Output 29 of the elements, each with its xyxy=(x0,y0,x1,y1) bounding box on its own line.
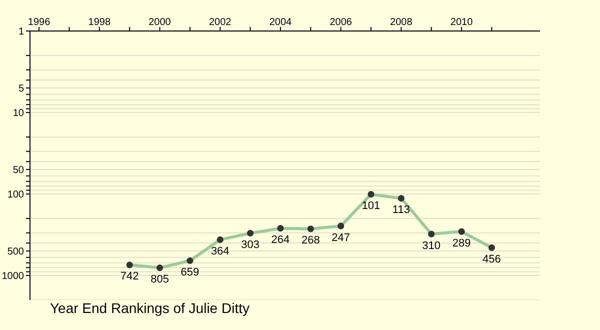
x-tick-label: 2000 xyxy=(148,17,172,28)
x-tick-label: 2004 xyxy=(269,17,292,28)
data-label: 456 xyxy=(482,253,501,266)
x-tick-label: 2006 xyxy=(330,17,352,28)
data-label: 303 xyxy=(241,239,260,252)
x-tick-label: 1998 xyxy=(88,17,111,28)
x-tick-label: 1996 xyxy=(28,17,51,28)
y-tick-label: 500 xyxy=(7,246,24,258)
data-label: 310 xyxy=(422,240,441,252)
data-label: 805 xyxy=(150,274,169,286)
data-label: 742 xyxy=(120,270,139,283)
y-tick-label: 1000 xyxy=(2,271,24,282)
data-label: 289 xyxy=(452,237,471,250)
y-tick-label: 100 xyxy=(7,190,24,201)
data-label: 101 xyxy=(362,200,380,212)
text: Year End Rankings of Julie Ditty xyxy=(50,300,250,316)
x-tick-label: 2002 xyxy=(208,17,232,28)
y-tick-label: 10 xyxy=(12,108,24,120)
data-label: 659 xyxy=(180,266,200,279)
data-label: 113 xyxy=(392,204,410,216)
y-tick-label: 50 xyxy=(12,165,24,176)
data-label: 264 xyxy=(271,234,290,246)
data-label: 268 xyxy=(301,234,320,247)
data-label: 364 xyxy=(210,246,230,258)
data-label: 247 xyxy=(332,232,350,244)
y-tick-label: 5 xyxy=(18,84,24,95)
x-tick-label: 2008 xyxy=(390,17,413,28)
y-tick-label: 1 xyxy=(18,26,24,38)
x-tick-label: 2010 xyxy=(450,17,474,28)
